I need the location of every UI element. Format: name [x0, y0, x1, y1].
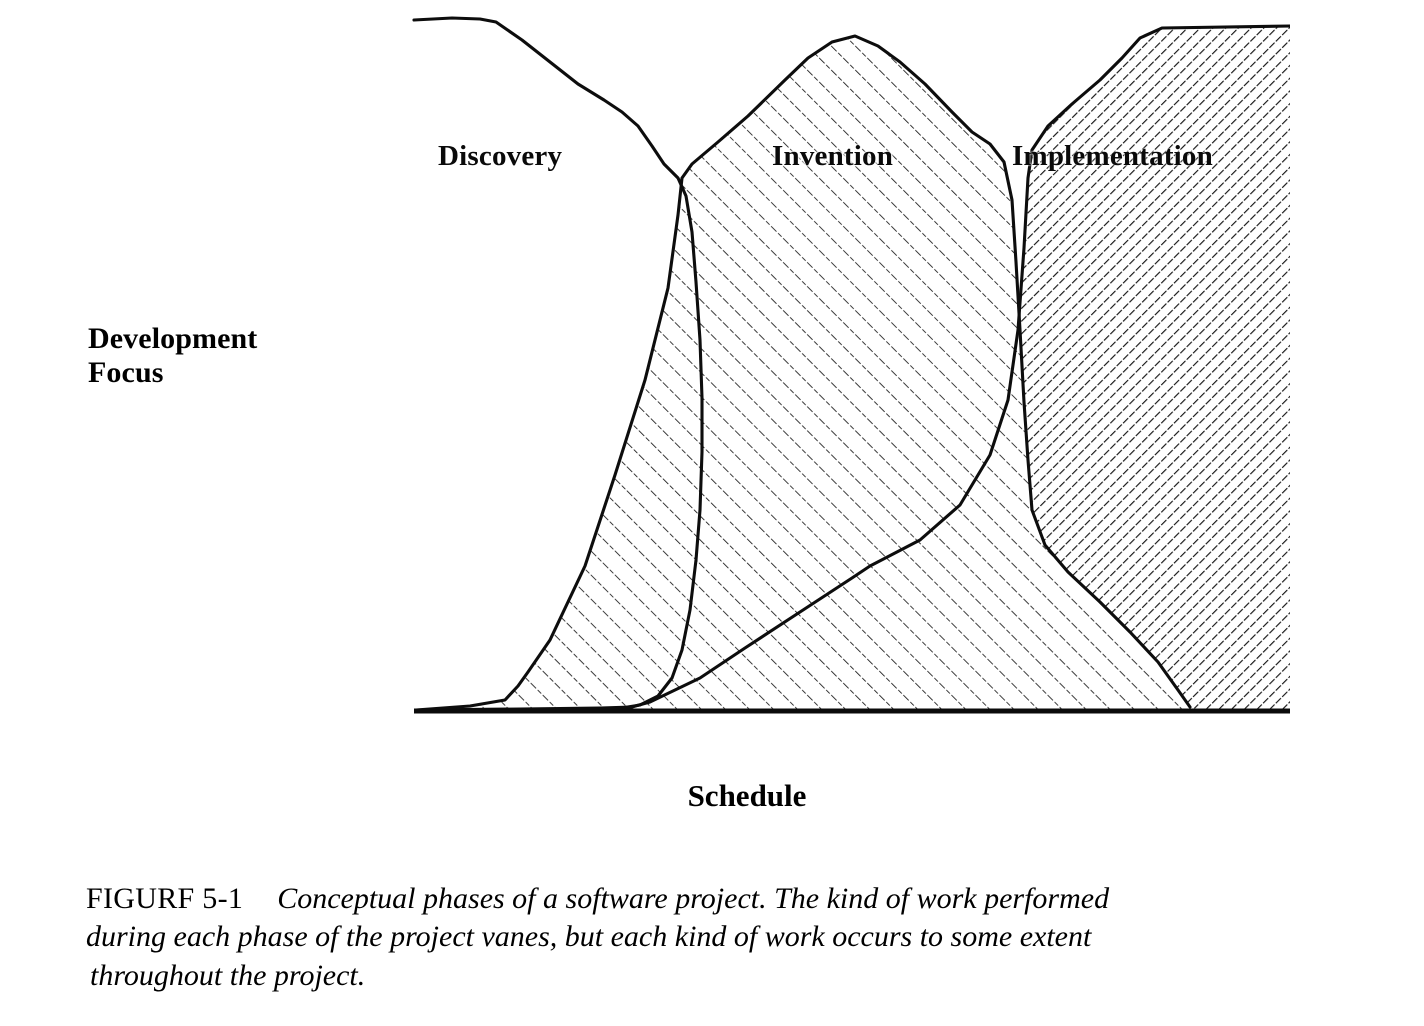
chart-svg: [412, 16, 1290, 714]
caption-text-line1: Conceptual phases of a software project.…: [277, 882, 1110, 915]
chart-plot-area: [400, 0, 1300, 730]
area-invention: [416, 36, 1200, 710]
x-axis-label: Schedule: [687, 778, 807, 813]
y-axis-label-line2: Focus: [88, 355, 164, 389]
caption-text-line3: throughout the project.: [90, 958, 366, 992]
curve-implementation: [414, 24, 1290, 711]
curve-discovery: [412, 16, 704, 711]
curve-label-discovery: Discovery: [438, 140, 563, 172]
caption-text-line2: during each phase of the project vanes, …: [86, 920, 1092, 954]
curve-label-implementation: Implementation: [1012, 140, 1213, 172]
curve-label-invention: Invention: [772, 140, 894, 172]
caption-figure-number: FIGURF 5-1: [86, 882, 244, 915]
y-axis-label: Development Focus: [88, 322, 388, 389]
curve-invention: [414, 34, 1192, 711]
figure-caption: FIGURF 5-1 Conceptual phases of a softwar…: [86, 880, 1361, 995]
caption-line-1: FIGURF 5-1 Conceptual phases of a softwar…: [86, 880, 1361, 918]
area-implementation: [416, 26, 1290, 710]
y-axis-label-line1: Development: [88, 322, 258, 355]
